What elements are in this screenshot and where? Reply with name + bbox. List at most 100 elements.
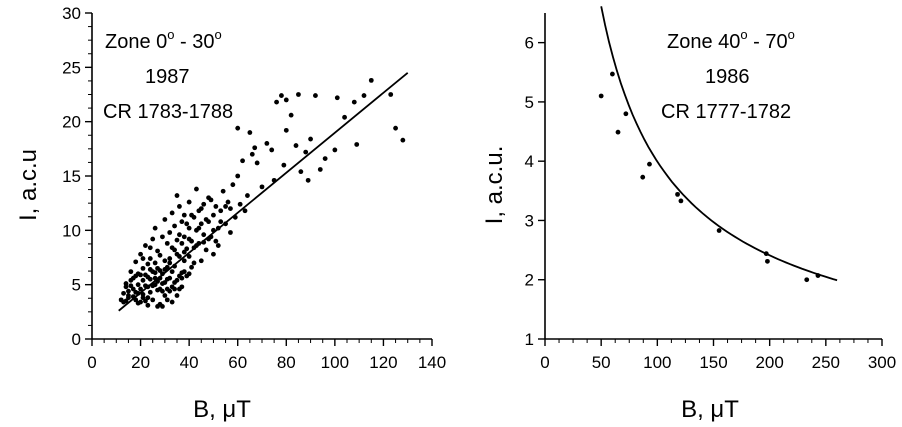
x-tick-label: 20: [131, 353, 150, 372]
data-point: [211, 212, 216, 218]
data-point: [186, 199, 192, 205]
right-fit-curve: [600, 6, 838, 282]
x-tick-label: 200: [755, 353, 783, 372]
data-point: [186, 271, 192, 277]
data-point: [177, 204, 182, 209]
data-point: [121, 299, 126, 305]
data-point: [283, 127, 289, 133]
data-point: [184, 221, 190, 227]
data-point: [254, 160, 260, 166]
data-point: [288, 112, 294, 118]
left-ticks: 0 20 40 60 80 100 120 140 0 5 10 15 20 25 30: [62, 4, 446, 372]
right-data-points: [598, 71, 821, 283]
x-tick-label: 50: [592, 353, 611, 372]
y-tick-label: 5: [72, 276, 81, 295]
data-point: [145, 295, 151, 301]
data-point: [361, 93, 367, 98]
data-point: [804, 277, 810, 283]
data-point: [194, 186, 199, 192]
right-ticks: 0 50 100 150 200 250 300 1 2 3 4 5 6: [525, 34, 897, 372]
data-point: [189, 212, 194, 218]
data-point: [140, 295, 146, 301]
data-point: [259, 184, 265, 190]
data-point: [133, 273, 139, 279]
right-scatter-panel: 0 50 100 150 200 250 300 1 2 3 4 5 6 B, μT I, a.c.u.…: [481, 6, 896, 423]
data-point: [147, 245, 153, 251]
data-point: [181, 249, 187, 255]
data-point: [157, 252, 163, 258]
data-point: [279, 93, 284, 98]
data-point: [152, 260, 158, 266]
data-point: [152, 270, 158, 276]
data-point: [140, 265, 146, 271]
data-point: [147, 289, 153, 295]
data-point: [172, 223, 177, 229]
data-point: [157, 268, 163, 273]
data-point: [174, 251, 180, 257]
data-point: [186, 236, 192, 242]
y-tick-label: 30: [62, 4, 81, 23]
data-point: [174, 237, 180, 243]
x-tick-label: 120: [369, 353, 397, 372]
data-point: [615, 129, 621, 135]
x-tick-label: 100: [643, 353, 671, 372]
data-point: [211, 251, 216, 257]
data-point: [308, 136, 313, 142]
data-point: [138, 286, 143, 292]
data-point: [172, 286, 177, 292]
right-year-annotation: 1986: [705, 66, 750, 88]
fit-curve: [600, 6, 838, 282]
right-cr-annotation: CR 1777-1782: [661, 101, 791, 123]
data-point: [235, 125, 241, 131]
data-point: [610, 71, 615, 77]
data-point: [203, 247, 209, 253]
data-point: [228, 206, 233, 212]
data-point: [240, 158, 245, 164]
data-point: [128, 277, 134, 283]
y-tick-label: 15: [62, 167, 81, 186]
data-point: [172, 280, 177, 285]
data-point: [162, 217, 168, 222]
data-point: [121, 290, 126, 296]
data-point: [169, 245, 175, 251]
data-point: [162, 293, 168, 298]
data-point: [181, 234, 187, 240]
data-point: [196, 225, 202, 231]
left-zone-annotation: Zone 0o - 30o: [105, 27, 222, 53]
x-tick-label: 60: [228, 353, 247, 372]
data-point: [174, 193, 180, 198]
data-point: [215, 243, 221, 248]
data-point: [189, 264, 194, 270]
data-point: [283, 97, 289, 103]
data-point: [317, 167, 323, 172]
data-point: [245, 193, 250, 198]
data-point: [225, 199, 231, 205]
data-point: [223, 204, 228, 209]
data-point: [213, 238, 219, 244]
data-point: [177, 232, 182, 238]
x-tick-label: 140: [418, 353, 446, 372]
data-point: [177, 273, 182, 279]
data-point: [130, 286, 136, 292]
x-tick-label: 300: [868, 353, 896, 372]
data-point: [368, 77, 374, 83]
y-tick-label: 20: [62, 113, 81, 132]
data-point: [155, 248, 160, 254]
data-point: [647, 161, 652, 167]
data-point: [388, 92, 394, 97]
data-point: [145, 274, 151, 280]
left-x-axis-title: B, μT: [193, 396, 251, 423]
data-point: [169, 210, 175, 216]
data-point: [179, 240, 185, 246]
data-point: [400, 137, 406, 143]
data-point: [201, 232, 207, 238]
data-point: [252, 145, 258, 151]
data-point: [160, 281, 165, 286]
data-point: [181, 212, 187, 218]
data-point: [138, 272, 143, 278]
data-point: [138, 251, 143, 257]
data-point: [181, 269, 187, 275]
data-point: [218, 208, 224, 214]
data-point: [160, 304, 165, 309]
